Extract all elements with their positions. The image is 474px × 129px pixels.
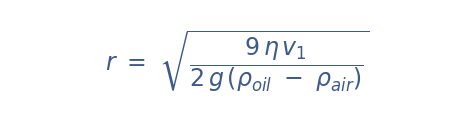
Text: $r\ =\ \sqrt{\dfrac{9\,\eta\, v_1}{2\,g\,(\rho_{oil}\ -\ \rho_{air})}}$: $r\ =\ \sqrt{\dfrac{9\,\eta\, v_1}{2\,g\… xyxy=(105,29,369,95)
